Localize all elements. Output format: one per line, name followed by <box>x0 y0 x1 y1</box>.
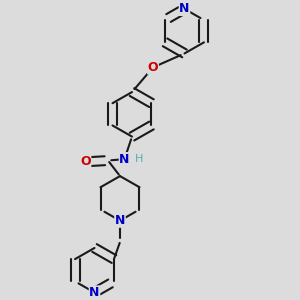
Text: O: O <box>148 61 158 74</box>
Text: N: N <box>179 2 190 15</box>
Text: O: O <box>80 155 91 168</box>
Text: N: N <box>89 286 100 299</box>
Text: H: H <box>135 154 143 164</box>
Text: N: N <box>119 153 130 166</box>
Text: N: N <box>115 214 125 227</box>
